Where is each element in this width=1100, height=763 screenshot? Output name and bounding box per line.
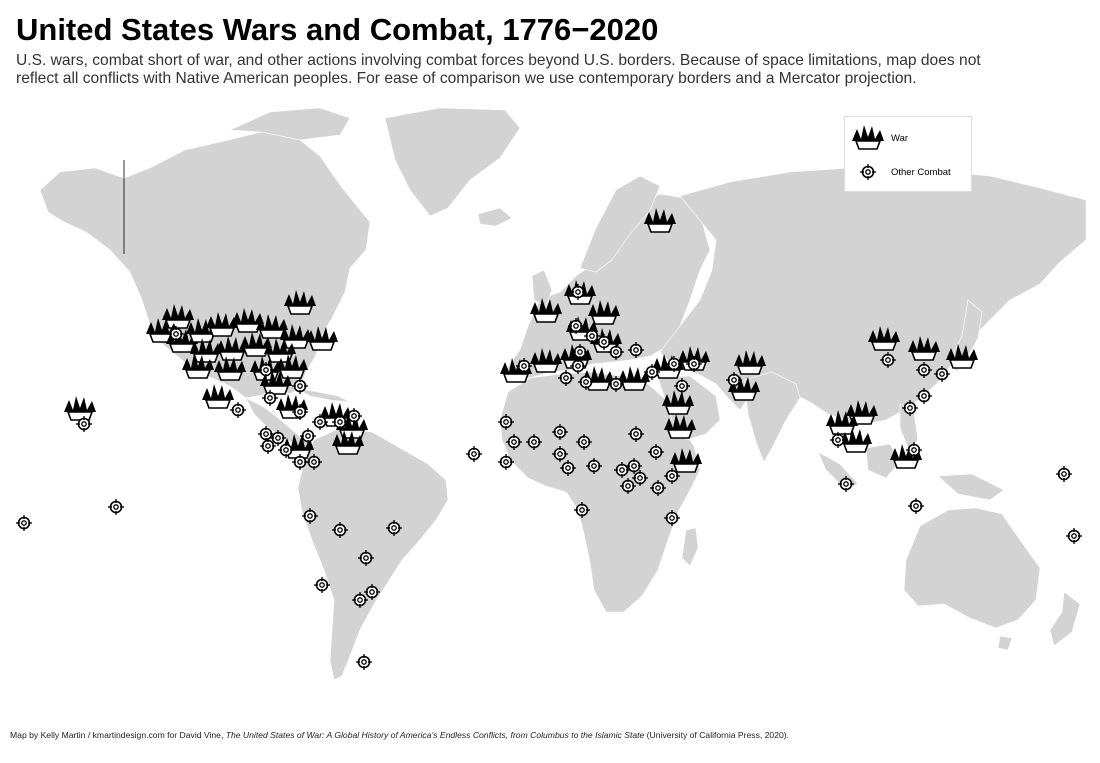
explosion-icon xyxy=(851,124,885,150)
legend-combat-row: Other Combat xyxy=(845,159,951,185)
tasmania xyxy=(997,635,1013,651)
madagascar xyxy=(681,527,699,567)
south-america xyxy=(297,427,449,681)
greenland xyxy=(384,107,521,217)
landmasses xyxy=(39,107,1087,681)
subtitle-line-2: reflect all conflicts with Native Americ… xyxy=(16,70,917,87)
subtitle-line-1: U.S. wars, combat short of war, and othe… xyxy=(16,52,981,69)
uk xyxy=(531,269,553,307)
credit-suffix: (University of California Press, 2020). xyxy=(644,730,790,740)
new-zealand xyxy=(1049,591,1081,647)
europe xyxy=(503,193,711,379)
arctic-islands xyxy=(229,107,351,141)
credit-book-title: The United States of War: A Global Histo… xyxy=(225,730,645,740)
legend-war-row: War xyxy=(845,123,908,153)
india xyxy=(743,371,801,463)
borneo xyxy=(865,443,901,479)
credit-prefix: Map by Kelly Martin / kmartindesign.com … xyxy=(10,730,226,740)
asia xyxy=(659,167,1087,425)
legend-combat-label: Other Combat xyxy=(891,166,951,178)
map-credit: Map by Kelly Martin / kmartindesign.com … xyxy=(10,730,789,740)
caribbean xyxy=(295,387,351,403)
crosshair-icon xyxy=(859,163,877,181)
page-title: United States Wars and Combat, 1776−2020 xyxy=(16,12,659,47)
world-map xyxy=(15,107,1087,681)
north-america xyxy=(39,131,371,399)
new-guinea xyxy=(937,473,1005,501)
page-subtitle: U.S. wars, combat short of war, and othe… xyxy=(16,52,1076,88)
map-legend: War Other Combat xyxy=(844,116,972,192)
legend-war-label: War xyxy=(891,132,909,144)
scandinavia xyxy=(579,175,661,273)
iceland xyxy=(477,207,513,227)
australia xyxy=(903,507,1041,629)
